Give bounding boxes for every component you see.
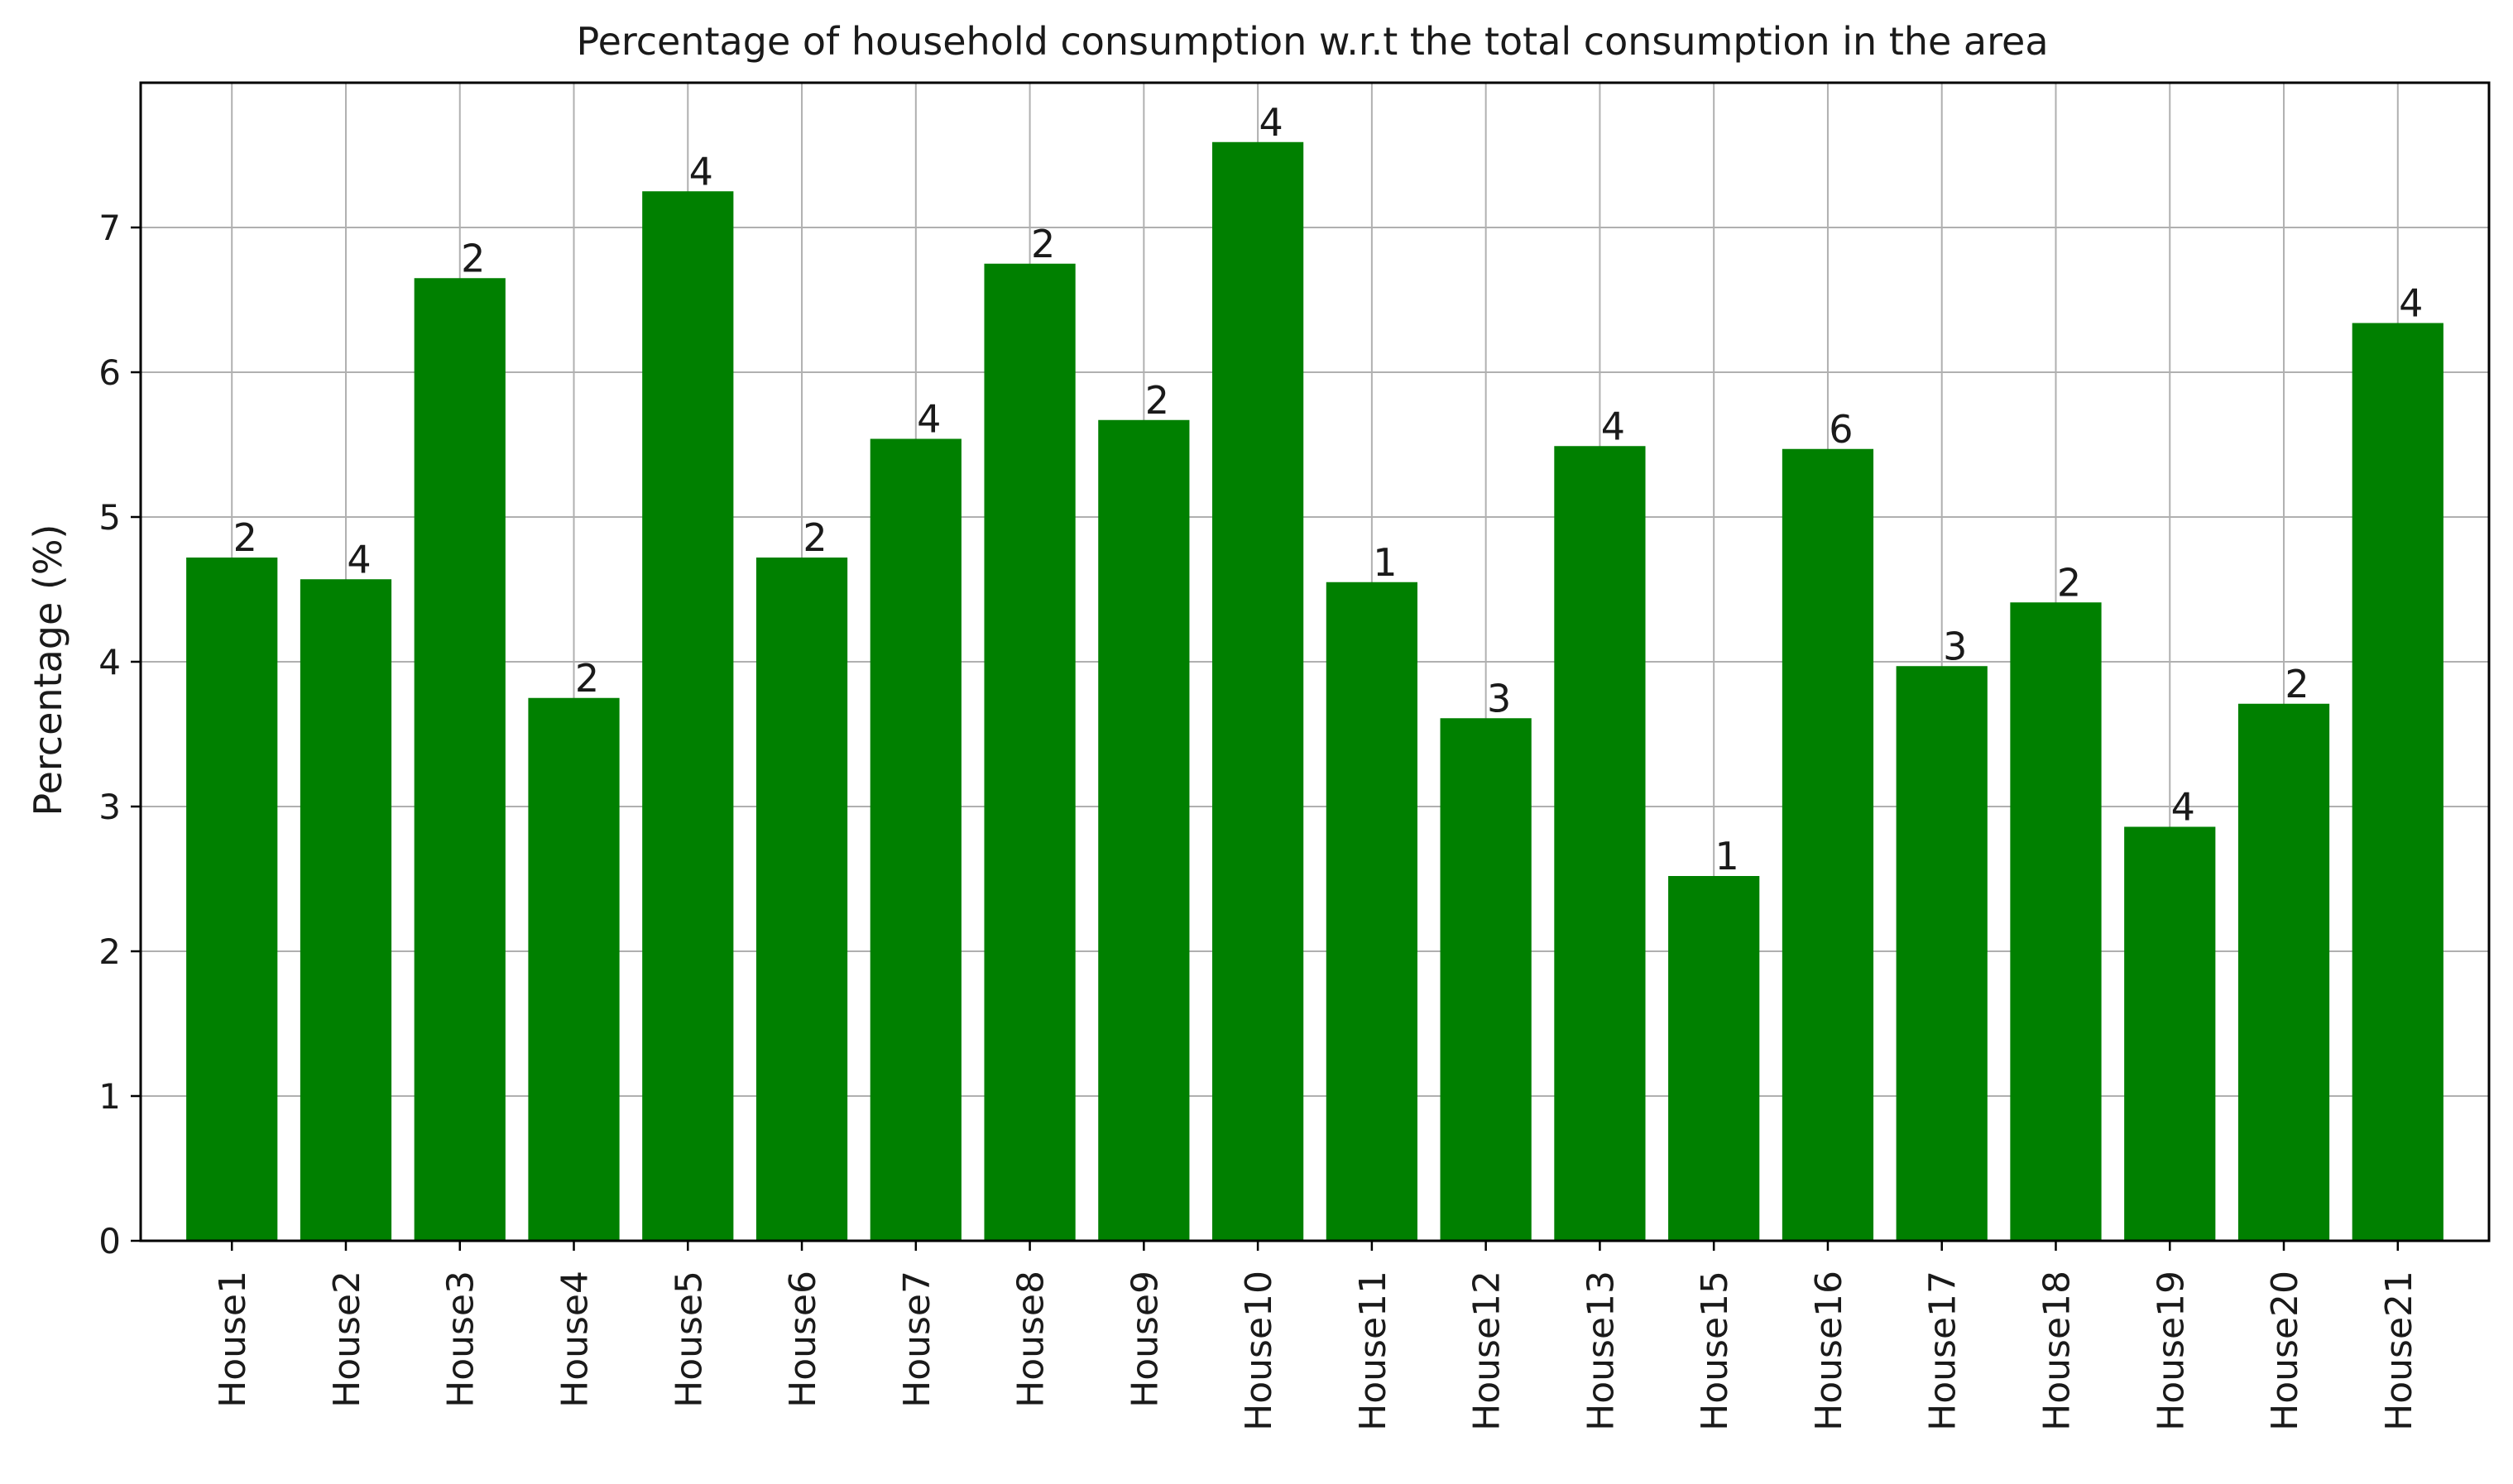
bar-label: 2 xyxy=(803,515,827,560)
bar-value-labels: 2 4 2 2 4 2 4 2 2 4 1 3 4 1 6 3 2 4 2 4 xyxy=(233,100,2424,878)
y-axis: 0 1 2 3 4 5 6 7 xyxy=(98,208,141,1261)
bar-label: 3 xyxy=(1487,676,1511,720)
bar xyxy=(2010,602,2102,1241)
x-tick-label: House18 xyxy=(2036,1271,2078,1431)
x-tick-label: House9 xyxy=(1124,1271,1166,1408)
bar-label: 4 xyxy=(1259,100,1283,145)
bar xyxy=(870,438,962,1241)
y-tick-label: 0 xyxy=(98,1221,121,1261)
y-axis-label: Percentage (%) xyxy=(26,524,70,816)
y-tick-label: 6 xyxy=(98,352,121,393)
bar-label: 6 xyxy=(1829,407,1853,452)
bar xyxy=(186,558,278,1241)
bar xyxy=(528,697,620,1241)
bar-label: 2 xyxy=(1145,378,1169,423)
y-tick-label: 7 xyxy=(98,208,121,248)
y-tick-label: 4 xyxy=(98,642,121,682)
plot-frame xyxy=(139,81,2491,1242)
bar xyxy=(1098,419,1190,1241)
bar xyxy=(1554,446,1646,1241)
bar xyxy=(1782,448,1874,1241)
bar-label: 4 xyxy=(917,397,941,442)
bar-label: 4 xyxy=(2399,281,2423,326)
bar xyxy=(642,191,734,1241)
y-tick-label: 3 xyxy=(98,787,121,827)
bar-label: 1 xyxy=(1715,834,1739,878)
bar-label: 2 xyxy=(2285,662,2309,706)
y-tick-label: 1 xyxy=(98,1076,121,1117)
chart-title: Percentage of household consumption w.r.… xyxy=(576,19,2048,64)
bar-label: 2 xyxy=(1031,222,1055,266)
x-tick-label: House6 xyxy=(782,1271,824,1408)
bar-label: 2 xyxy=(461,236,485,280)
bar xyxy=(1896,666,1988,1241)
y-tick-label: 2 xyxy=(98,931,121,972)
x-tick-label: House10 xyxy=(1238,1271,1280,1431)
bar-label: 2 xyxy=(233,515,257,560)
bar xyxy=(2124,826,2216,1241)
bar-label: 2 xyxy=(2057,560,2081,605)
x-tick-label: House17 xyxy=(1922,1271,1964,1431)
bar-label: 2 xyxy=(575,656,599,701)
x-tick-label: House8 xyxy=(1010,1271,1053,1408)
x-tick-label: House21 xyxy=(2378,1271,2420,1431)
x-tick-label: House4 xyxy=(554,1271,597,1408)
bar xyxy=(300,579,392,1241)
x-tick-label: House5 xyxy=(668,1271,710,1408)
x-tick-label: House3 xyxy=(440,1271,482,1408)
bar xyxy=(2237,703,2330,1241)
x-tick-label: House16 xyxy=(1808,1271,1850,1431)
bar xyxy=(984,263,1076,1241)
bar-label: 4 xyxy=(2171,785,2195,830)
bar xyxy=(755,558,848,1241)
x-tick-label: House15 xyxy=(1694,1271,1736,1431)
x-tick-label: House7 xyxy=(896,1271,938,1408)
y-tick-label: 5 xyxy=(98,497,121,538)
x-tick-label: House11 xyxy=(1352,1271,1394,1431)
x-tick-label: House2 xyxy=(326,1271,368,1408)
bar xyxy=(1212,141,1304,1241)
bar-label: 3 xyxy=(1943,624,1967,668)
x-tick-label: House1 xyxy=(212,1271,254,1408)
x-tick-label: House19 xyxy=(2150,1271,2192,1431)
bar xyxy=(1440,718,1532,1241)
bar-label: 4 xyxy=(1601,404,1625,448)
bar xyxy=(1326,582,1417,1241)
bar xyxy=(414,278,506,1241)
x-tick-label: House12 xyxy=(1466,1271,1508,1431)
x-tick-label: House20 xyxy=(2264,1271,2306,1431)
x-tick-label: House13 xyxy=(1580,1271,1622,1431)
bar-label: 1 xyxy=(1373,540,1397,585)
bar-label: 4 xyxy=(347,537,371,582)
x-axis: House1 House2 House3 House4 House5 House6 Hous… xyxy=(212,1241,2420,1431)
bar xyxy=(2352,323,2443,1241)
bars xyxy=(186,141,2443,1241)
bar xyxy=(1668,876,1760,1241)
bar-label: 4 xyxy=(689,149,713,194)
